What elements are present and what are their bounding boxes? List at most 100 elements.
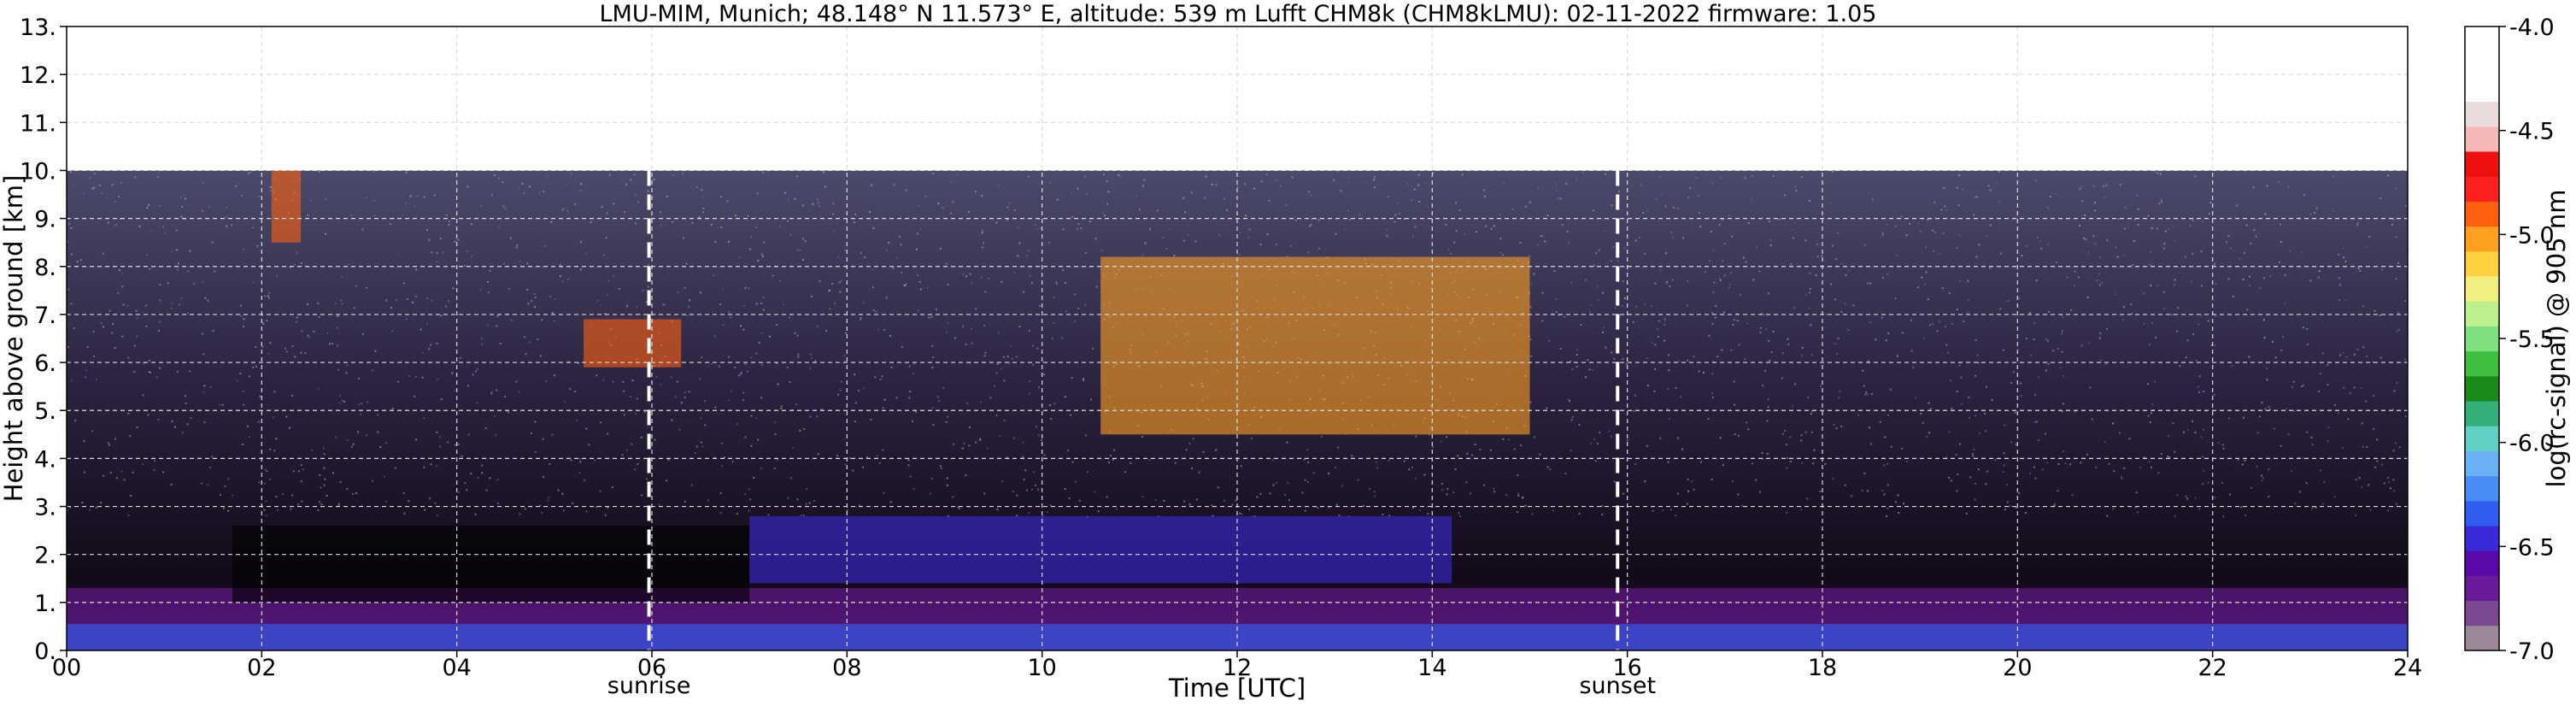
noise-speck (436, 252, 438, 255)
noise-speck (1095, 285, 1098, 288)
noise-speck (2320, 469, 2322, 472)
noise-speck (1570, 281, 1573, 284)
noise-speck (496, 479, 499, 481)
noise-speck (1767, 292, 1769, 295)
noise-speck (931, 367, 934, 369)
noise-speck (1317, 219, 1320, 221)
noise-speck (2302, 327, 2304, 329)
y-axis-ticks: 0.1.2.3.4.5.6.7.8.9.10.11.12.13. (20, 15, 67, 665)
noise-speck (2128, 438, 2131, 440)
noise-speck (786, 367, 789, 369)
noise-speck (825, 329, 828, 332)
colorbar-swatch (2465, 350, 2499, 377)
noise-speck (1985, 430, 1987, 432)
noise-speck (1658, 320, 1660, 322)
noise-speck (1083, 378, 1085, 380)
noise-speck (2020, 395, 2022, 397)
noise-speck (1403, 218, 1405, 221)
noise-speck (355, 492, 357, 495)
noise-speck (148, 359, 150, 362)
noise-speck (252, 281, 255, 284)
noise-speck (1338, 515, 1341, 517)
noise-speck (909, 475, 912, 478)
noise-speck (1569, 400, 1571, 403)
noise-speck (684, 500, 686, 503)
noise-speck (1086, 471, 1088, 474)
noise-speck (464, 265, 466, 268)
noise-speck (903, 284, 906, 286)
noise-speck (1623, 247, 1626, 250)
colorbar: -4.0-4.5-5.0-5.5-6.0-6.5-7.0 log(rc-sign… (2464, 15, 2571, 665)
noise-speck (1002, 356, 1005, 358)
noise-speck (2122, 306, 2125, 309)
noise-speck (1810, 413, 1812, 415)
noise-speck (1809, 272, 1811, 274)
noise-speck (178, 262, 180, 265)
noise-speck (414, 295, 417, 297)
noise-speck (2194, 497, 2197, 499)
noise-speck (1847, 329, 1850, 332)
noise-speck (1646, 209, 1648, 212)
noise-speck (1533, 273, 1535, 275)
noise-speck (1107, 461, 1110, 463)
noise-speck (2057, 462, 2060, 465)
noise-speck (576, 419, 578, 421)
noise-speck (952, 201, 954, 203)
noise-speck (901, 346, 903, 349)
noise-speck (1455, 202, 1458, 204)
noise-speck (1561, 224, 1564, 227)
noise-speck (508, 287, 511, 290)
noise-speck (635, 413, 637, 415)
noise-speck (860, 252, 862, 255)
noise-speck (262, 322, 265, 325)
noise-speck (950, 180, 953, 183)
noise-speck (1035, 426, 1037, 428)
noise-speck (1418, 201, 1421, 203)
noise-speck (1508, 438, 1511, 441)
noise-speck (2049, 195, 2051, 197)
noise-speck (402, 282, 405, 285)
noise-speck (1102, 173, 1105, 175)
noise-speck (2155, 336, 2157, 338)
noise-speck (126, 304, 129, 307)
noise-speck (1017, 255, 1019, 257)
noise-speck (1972, 455, 1975, 457)
noise-speck (1995, 182, 1998, 185)
noise-speck (352, 492, 355, 495)
noise-speck (2104, 362, 2107, 365)
noise-speck (2054, 503, 2057, 505)
noise-speck (704, 424, 707, 427)
noise-speck (1668, 369, 1670, 372)
noise-speck (1276, 243, 1278, 245)
noise-speck (1505, 494, 1508, 497)
feature-cirrus-band (1100, 256, 1530, 435)
noise-speck (947, 322, 949, 325)
noise-speck (2317, 276, 2320, 279)
noise-speck (806, 488, 808, 491)
noise-speck (772, 274, 774, 277)
noise-speck (1804, 431, 1807, 433)
noise-speck (249, 171, 251, 174)
noise-speck (1657, 328, 1659, 331)
noise-speck (2200, 436, 2203, 438)
noise-speck (301, 500, 303, 503)
noise-speck (1941, 287, 1944, 290)
noise-speck (1732, 323, 1734, 326)
noise-speck (1650, 304, 1652, 307)
noise-speck (2006, 484, 2009, 486)
noise-speck (120, 470, 123, 473)
noise-speck (2101, 282, 2104, 285)
noise-speck (181, 431, 184, 433)
noise-speck (1522, 497, 1524, 499)
noise-speck (1885, 515, 1887, 517)
noise-speck (1991, 399, 1993, 402)
noise-speck (1634, 463, 1637, 466)
noise-speck (148, 203, 150, 206)
noise-speck (1936, 330, 1939, 332)
noise-speck (1751, 198, 1753, 201)
noise-speck (1887, 332, 1890, 334)
noise-speck (1736, 313, 1739, 315)
y-tick-label: 5. (34, 398, 56, 425)
noise-speck (1816, 243, 1818, 245)
noise-speck (864, 256, 866, 259)
